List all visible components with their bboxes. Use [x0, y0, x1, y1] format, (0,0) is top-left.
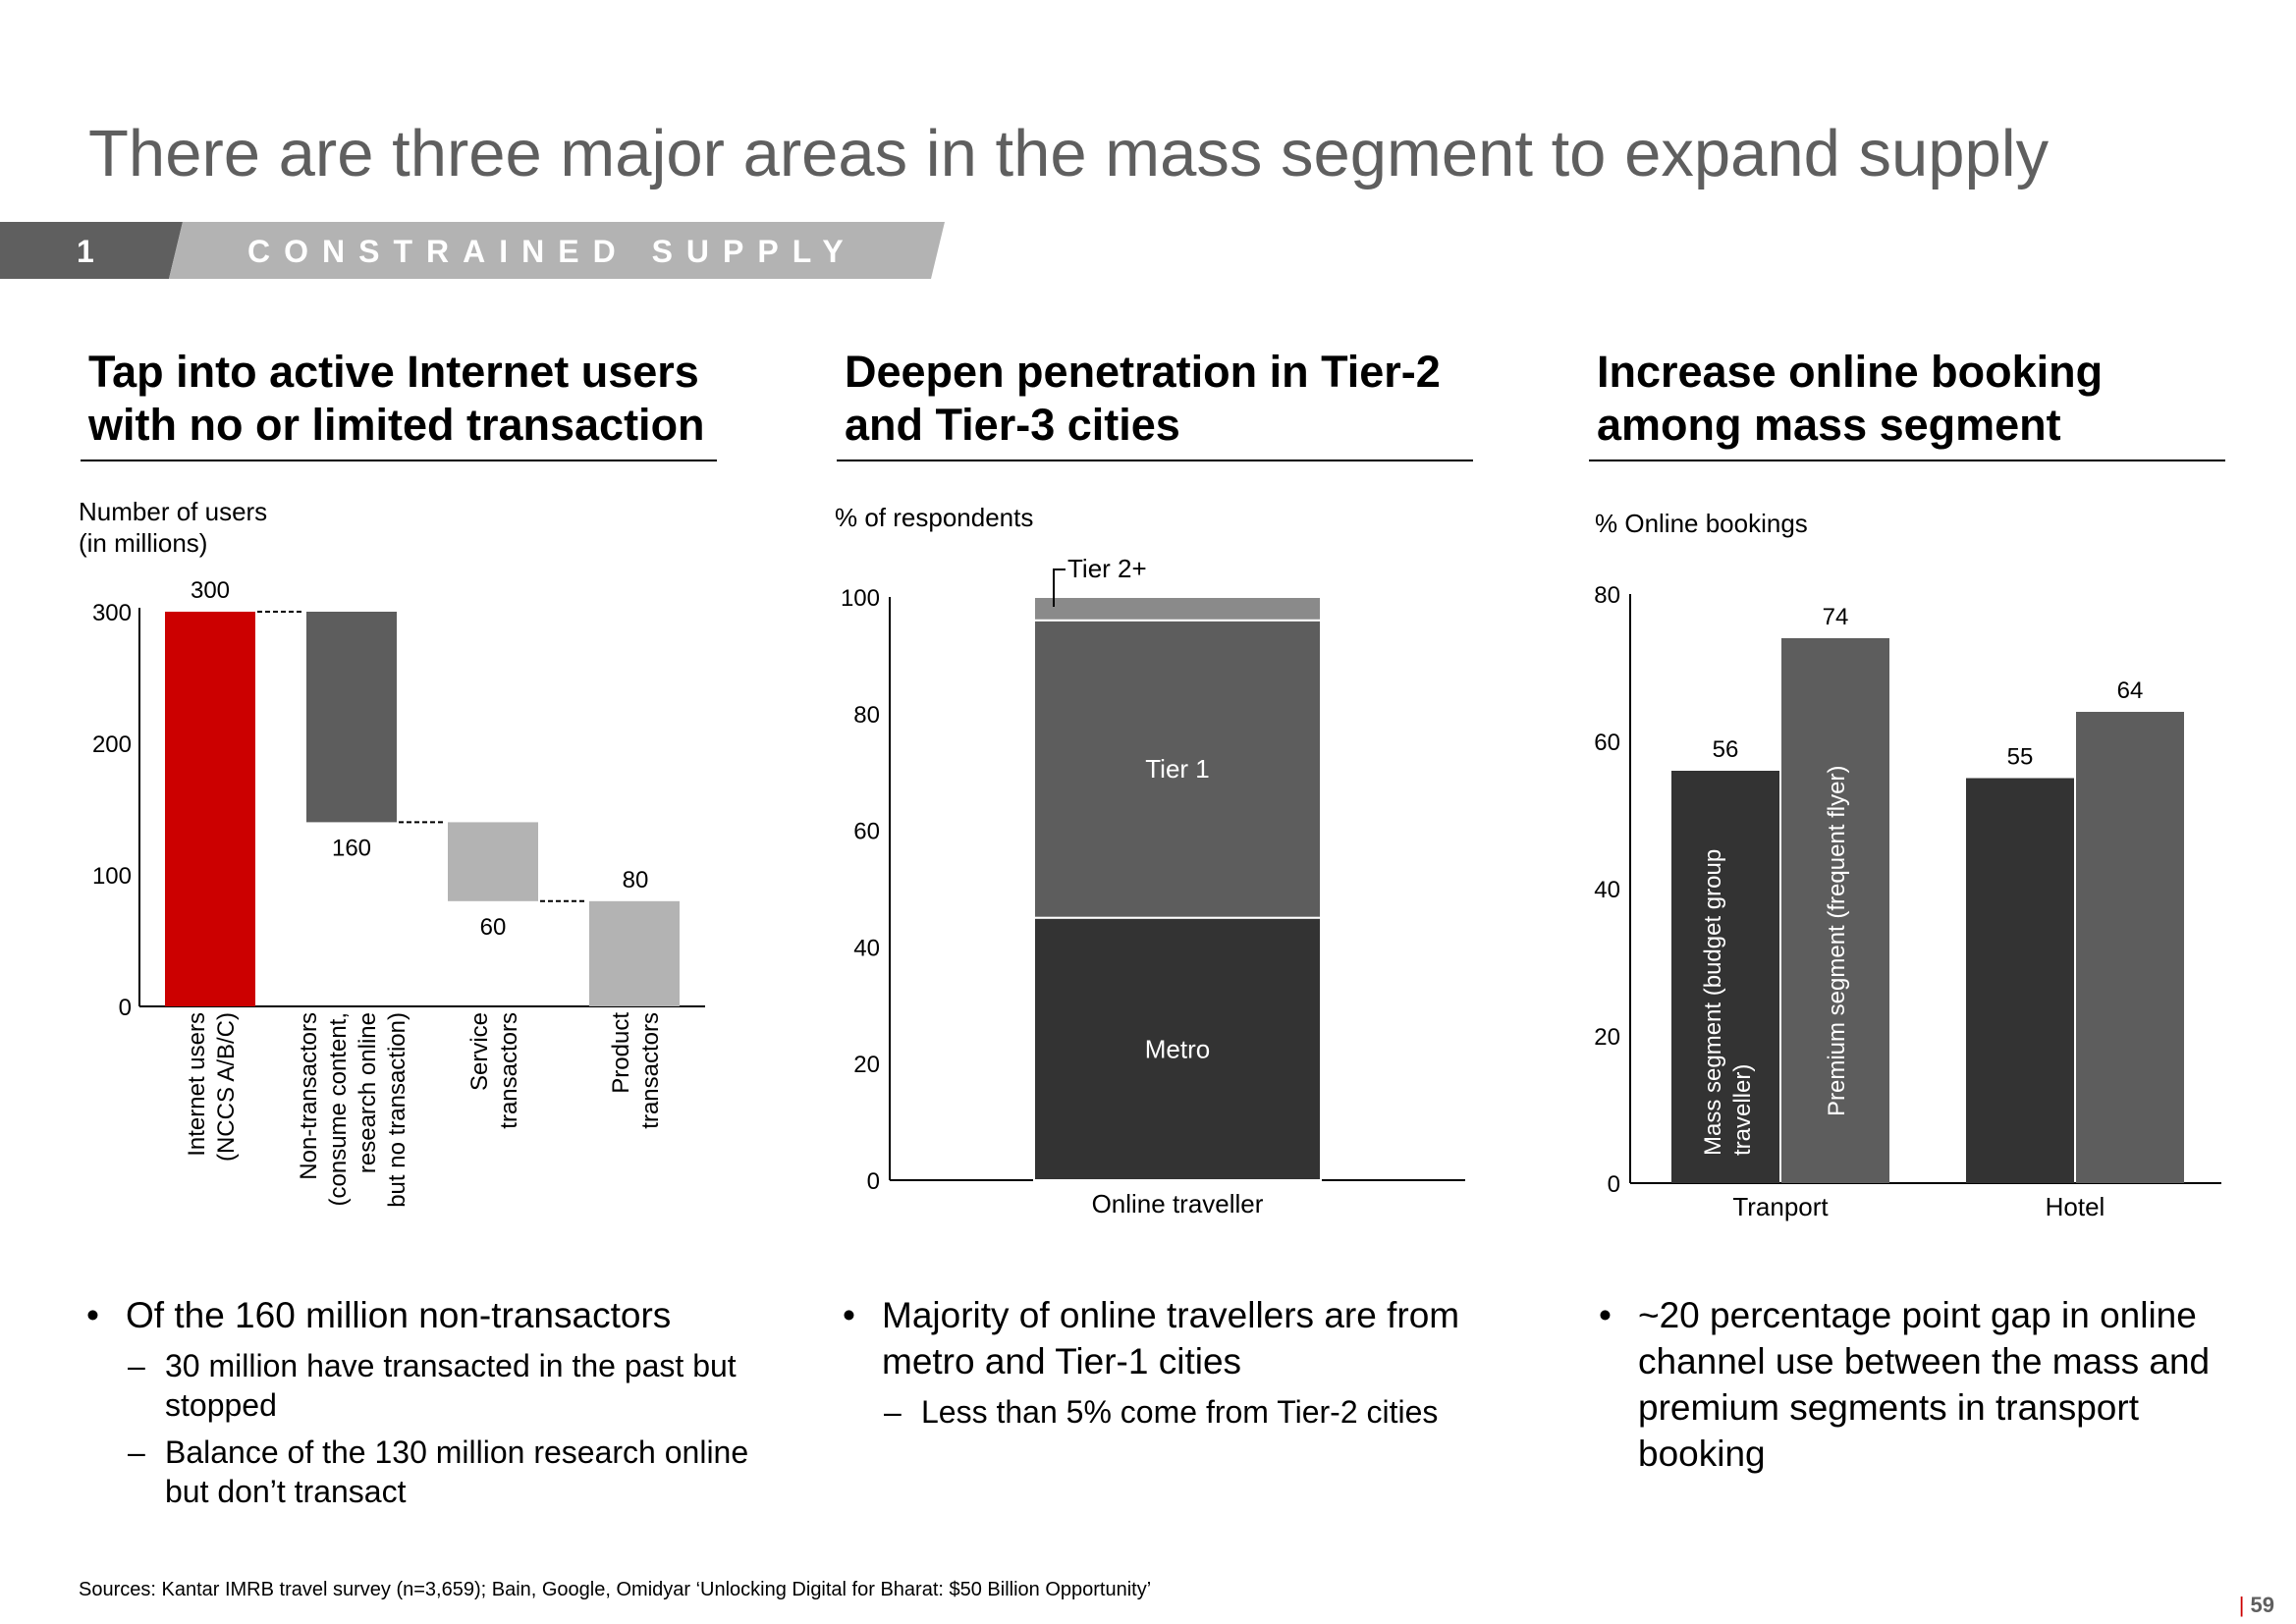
- chart-3-bar: [1966, 778, 2074, 1183]
- chart-3-y-tick-label: 40: [1594, 877, 1620, 903]
- chart-2-y-tick-label: 40: [853, 935, 880, 961]
- chart-1-category-label: Internet users: [184, 1012, 210, 1157]
- chart-2-segment-label: Tier 2+: [1067, 554, 1147, 583]
- chart-1-y-tick-label: 300: [92, 600, 132, 626]
- column-3-heading: Increase online booking among mass segme…: [1597, 346, 2103, 452]
- chart-1-bar: [306, 612, 397, 823]
- column-1-bullet: Of the 160 million non-transactors: [86, 1292, 754, 1338]
- chart-3-unit: % Online bookings: [1595, 509, 1808, 538]
- chart-2-y-tick-label: 0: [867, 1168, 880, 1195]
- chart-1-category-label: (consume content,: [325, 1012, 352, 1206]
- column-3-heading-line1: Increase online booking: [1597, 347, 2104, 397]
- chart-3-value-label: 64: [2117, 677, 2144, 704]
- chart-3-bar: [1781, 638, 1889, 1183]
- chart-2-y-tick-label: 20: [853, 1052, 880, 1078]
- chart-1-y-tick-label: 100: [92, 863, 132, 890]
- column-1-heading: Tap into active Internet users with no o…: [88, 346, 705, 452]
- chart-1-y-tick-label: 200: [92, 731, 132, 758]
- column-1-rule: [81, 460, 717, 461]
- chart-3-series-label: Mass segment (budget group: [1700, 849, 1726, 1156]
- column-2-rule: [837, 460, 1473, 461]
- banner-shape: [0, 222, 945, 279]
- chart-1-unit-line1: Number of users: [79, 497, 268, 526]
- chart-1-unit: Number of users (in millions): [79, 496, 267, 559]
- chart-3-bar: [1671, 771, 1779, 1183]
- chart-3-y-tick-label: 60: [1594, 730, 1620, 756]
- chart-3-series-label: traveller): [1729, 1064, 1756, 1156]
- chart-2-segment: [1033, 916, 1322, 1181]
- chart-1-bar: [448, 822, 538, 901]
- chart-3-value-label: 74: [1823, 604, 1849, 630]
- chart-1-category-label: (NCCS A/B/C): [213, 1012, 240, 1162]
- chart-1-bar: [165, 612, 255, 1006]
- chart-2-unit: % of respondents: [835, 503, 1034, 532]
- column-3-heading-line2: among mass segment: [1597, 400, 2061, 450]
- chart-1-bar: [589, 900, 680, 1006]
- slide-title: There are three major areas in the mass …: [88, 117, 2050, 190]
- chart-3-y-tick-label: 20: [1594, 1024, 1620, 1051]
- column-2-heading: Deepen penetration in Tier-2 and Tier-3 …: [845, 346, 1441, 452]
- section-banner: [0, 222, 949, 279]
- chart-3-value-label: 56: [1713, 736, 1739, 763]
- chart-2-category-label: Online traveller: [1092, 1189, 1264, 1218]
- chart-3-category-label: Hotel: [2046, 1192, 2105, 1221]
- column-2-heading-line1: Deepen penetration in Tier-2: [845, 347, 1441, 397]
- chart-1-value-label: 300: [191, 577, 230, 604]
- source-note: Sources: Kantar IMRB travel survey (n=3,…: [79, 1579, 1152, 1600]
- chart-1-category-label: transactors: [637, 1012, 664, 1129]
- column-2-bullet: Majority of online travellers are from m…: [843, 1292, 1501, 1384]
- chart-2-segment-label: Tier 1: [1145, 754, 1210, 784]
- chart-1-value-label: 160: [332, 835, 371, 861]
- chart-3-bar: [2076, 712, 2184, 1183]
- chart-1-category-label: transactors: [496, 1012, 522, 1129]
- banner-number: 1: [77, 234, 94, 269]
- chart-3-value-label: 55: [2007, 744, 2034, 771]
- chart-1-category-label: research online: [355, 1012, 381, 1173]
- chart-3-y-tick-label: 80: [1594, 582, 1620, 609]
- column-1-subbullet-1: 30 million have transacted in the past b…: [86, 1346, 754, 1425]
- banner-label: CONSTRAINED SUPPLY: [247, 234, 857, 269]
- page-number-value: 59: [2250, 1593, 2274, 1617]
- chart-1-category-label: but no transaction): [384, 1012, 410, 1208]
- chart-1-category-label: Service: [466, 1012, 493, 1091]
- chart-1-category-label: Non-transactors: [296, 1012, 322, 1180]
- column-2-heading-line2: and Tier-3 cities: [845, 400, 1180, 450]
- column-1-bullets: Of the 160 million non-transactors 30 mi…: [86, 1292, 754, 1511]
- column-2-bullets: Majority of online travellers are from m…: [843, 1292, 1501, 1432]
- column-3-rule: [1589, 460, 2225, 461]
- chart-2-y-tick-label: 80: [853, 702, 880, 729]
- chart-1-y-tick-label: 0: [119, 995, 132, 1021]
- column-1-heading-line1: Tap into active Internet users: [88, 347, 699, 397]
- chart-3-category-label: Tranport: [1732, 1192, 1829, 1221]
- chart-1-value-label: 60: [480, 914, 507, 941]
- chart-3-y-tick-label: 0: [1608, 1171, 1620, 1198]
- column-3-bullet: ~20 percentage point gap in online chann…: [1599, 1292, 2227, 1477]
- column-3-bullets: ~20 percentage point gap in online chann…: [1599, 1292, 2227, 1477]
- chart-1-value-label: 80: [623, 867, 649, 893]
- page-number: | 59: [2238, 1593, 2274, 1617]
- column-2-subbullet-1: Less than 5% come from Tier-2 cities: [843, 1392, 1501, 1432]
- chart-3-series-label: Premium segment (frequent flyer): [1824, 766, 1850, 1116]
- chart-2-y-tick-label: 100: [841, 585, 880, 612]
- chart-1-unit-line2: (in millions): [79, 528, 208, 558]
- chart-2-y-tick-label: 60: [853, 819, 880, 845]
- column-1-subbullet-2: Balance of the 130 million research onli…: [86, 1433, 754, 1511]
- chart-2-segment: [1033, 619, 1322, 919]
- chart-2-segment: [1033, 596, 1322, 622]
- column-1-heading-line2: with no or limited transaction: [88, 400, 705, 450]
- chart-2-segment-label: Metro: [1145, 1034, 1210, 1063]
- chart-2-callout-line: [1053, 568, 1066, 607]
- chart-1-category-label: Product: [608, 1012, 634, 1094]
